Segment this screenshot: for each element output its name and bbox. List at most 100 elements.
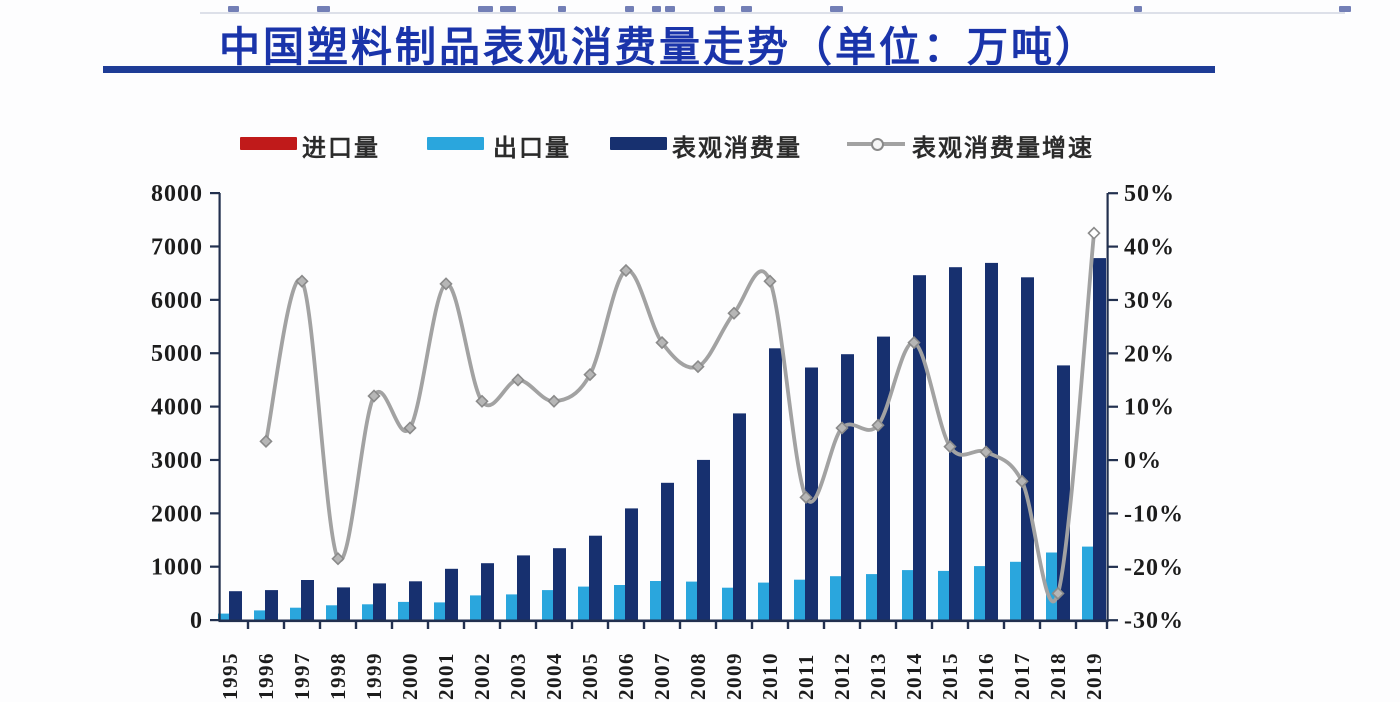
legend-swatch-consumption: [610, 137, 667, 150]
x-label-2011: 2011: [794, 653, 818, 700]
x-tick-4: [390, 620, 394, 629]
bar-export-2000: [398, 601, 409, 620]
bar-consumption-1999: [373, 583, 386, 620]
y-left-tick-5000: [210, 352, 220, 355]
y-left-label-0: 0: [190, 608, 203, 634]
top-crop-dash: [500, 6, 516, 12]
x-label-2013: 2013: [866, 652, 890, 700]
bar-consumption-2014: [913, 275, 926, 620]
bar-export-1998: [326, 605, 337, 620]
x-label-2016: 2016: [974, 652, 998, 700]
bar-export-2012: [830, 576, 841, 620]
x-tick-12: [678, 620, 682, 629]
y-right-label-0%: 0%: [1124, 448, 1162, 474]
growth-marker-2006: [619, 263, 633, 278]
bar-export-2011: [794, 579, 805, 620]
bar-consumption-2004: [553, 548, 566, 620]
growth-marker-2019: [1087, 226, 1101, 240]
growth-marker-2004: [547, 394, 561, 408]
bar-export-2009: [722, 587, 733, 620]
x-axis-line: [218, 619, 1108, 623]
top-crop-dash: [714, 6, 725, 12]
growth-marker-2018: [1051, 586, 1065, 601]
x-label-2006: 2006: [614, 652, 638, 700]
y-left-label-7000: 7000: [151, 234, 203, 260]
y-right-label--20%: -20%: [1124, 555, 1184, 581]
x-label-2001: 2001: [434, 652, 458, 700]
bar-export-2006: [614, 585, 625, 620]
x-tick-7: [498, 620, 502, 629]
growth-marker-2000: [403, 421, 417, 435]
y-left-tick-7000: [210, 245, 220, 248]
bar-consumption-2002: [481, 563, 494, 620]
x-label-2014: 2014: [902, 652, 926, 700]
x-tick-1: [282, 620, 286, 629]
bar-consumption-2007: [661, 482, 674, 620]
bar-export-1996: [254, 610, 265, 620]
growth-marker-1998: [331, 552, 345, 566]
bar-export-2013: [866, 574, 877, 620]
y-right-label-30%: 30%: [1124, 288, 1175, 314]
legend-swatch-import: [240, 137, 297, 150]
bar-export-2005: [578, 586, 589, 620]
y-left-tick-6000: [210, 298, 220, 301]
bar-consumption-2016: [985, 262, 998, 620]
x-tick-24: [1105, 620, 1109, 629]
growth-marker-2007: [655, 335, 669, 350]
x-label-2015: 2015: [938, 652, 962, 700]
bar-consumption-1995: [229, 591, 242, 620]
y-left-tick-3000: [210, 458, 220, 462]
growth-marker-2001: [439, 277, 453, 291]
y-left-label-8000: 8000: [151, 181, 203, 207]
y-right-label-20%: 20%: [1124, 341, 1175, 367]
top-crop-dash: [317, 6, 330, 12]
bar-consumption-2008: [697, 459, 710, 620]
top-crop-dash: [741, 6, 752, 12]
top-crop-dash: [228, 6, 239, 12]
y-right-label-40%: 40%: [1124, 235, 1175, 261]
legend-label-export: 出口量: [493, 135, 571, 162]
y-right-tick--20%: [1108, 565, 1118, 568]
bar-consumption-2006: [625, 508, 638, 620]
y-right-label-10%: 10%: [1124, 395, 1175, 421]
x-label-1996: 1996: [254, 652, 278, 700]
y-right-tick-50%: [1108, 192, 1118, 195]
y-right-tick-20%: [1108, 352, 1118, 355]
bar-consumption-2019: [1093, 258, 1106, 620]
bar-export-1999: [362, 604, 373, 620]
y-left-tick-2000: [210, 512, 220, 515]
x-label-2018: 2018: [1046, 652, 1070, 700]
top-crop-dash: [652, 6, 661, 12]
x-tick-13: [714, 620, 718, 629]
legend-line-marker-icon: [847, 138, 905, 151]
chart-title: 中国塑料制品表观消费量走势（单位：万吨）: [219, 24, 1099, 70]
growth-marker-2015: [943, 440, 957, 454]
x-label-2007: 2007: [650, 652, 674, 700]
bar-consumption-2018: [1057, 365, 1070, 620]
legend-label-growth: 表观消费量增速: [912, 135, 1094, 162]
growth-marker-2008: [691, 359, 705, 374]
bar-consumption-2017: [1021, 277, 1034, 620]
x-label-2012: 2012: [830, 652, 854, 700]
top-crop-dash: [1134, 6, 1142, 12]
bar-export-2019: [1082, 546, 1093, 620]
growth-marker-2010: [763, 274, 777, 288]
y-right-label--30%: -30%: [1124, 608, 1184, 634]
x-tick-19: [930, 620, 934, 629]
x-label-2008: 2008: [686, 652, 710, 700]
growth-marker-2017: [1015, 474, 1029, 488]
legend-line-dot-icon: [871, 138, 884, 151]
bar-consumption-2011: [805, 367, 818, 620]
y-left-tick-8000: [210, 192, 220, 195]
bar-export-1997: [290, 607, 301, 620]
growth-marker-2016: [979, 445, 993, 459]
growth-marker-2011: [799, 490, 813, 504]
bar-export-2007: [650, 581, 661, 620]
x-tick-21: [1002, 620, 1006, 629]
bar-consumption-1998: [337, 587, 350, 620]
x-tick-17: [858, 620, 862, 629]
x-tick-16: [822, 620, 826, 629]
bar-consumption-2012: [841, 354, 854, 620]
